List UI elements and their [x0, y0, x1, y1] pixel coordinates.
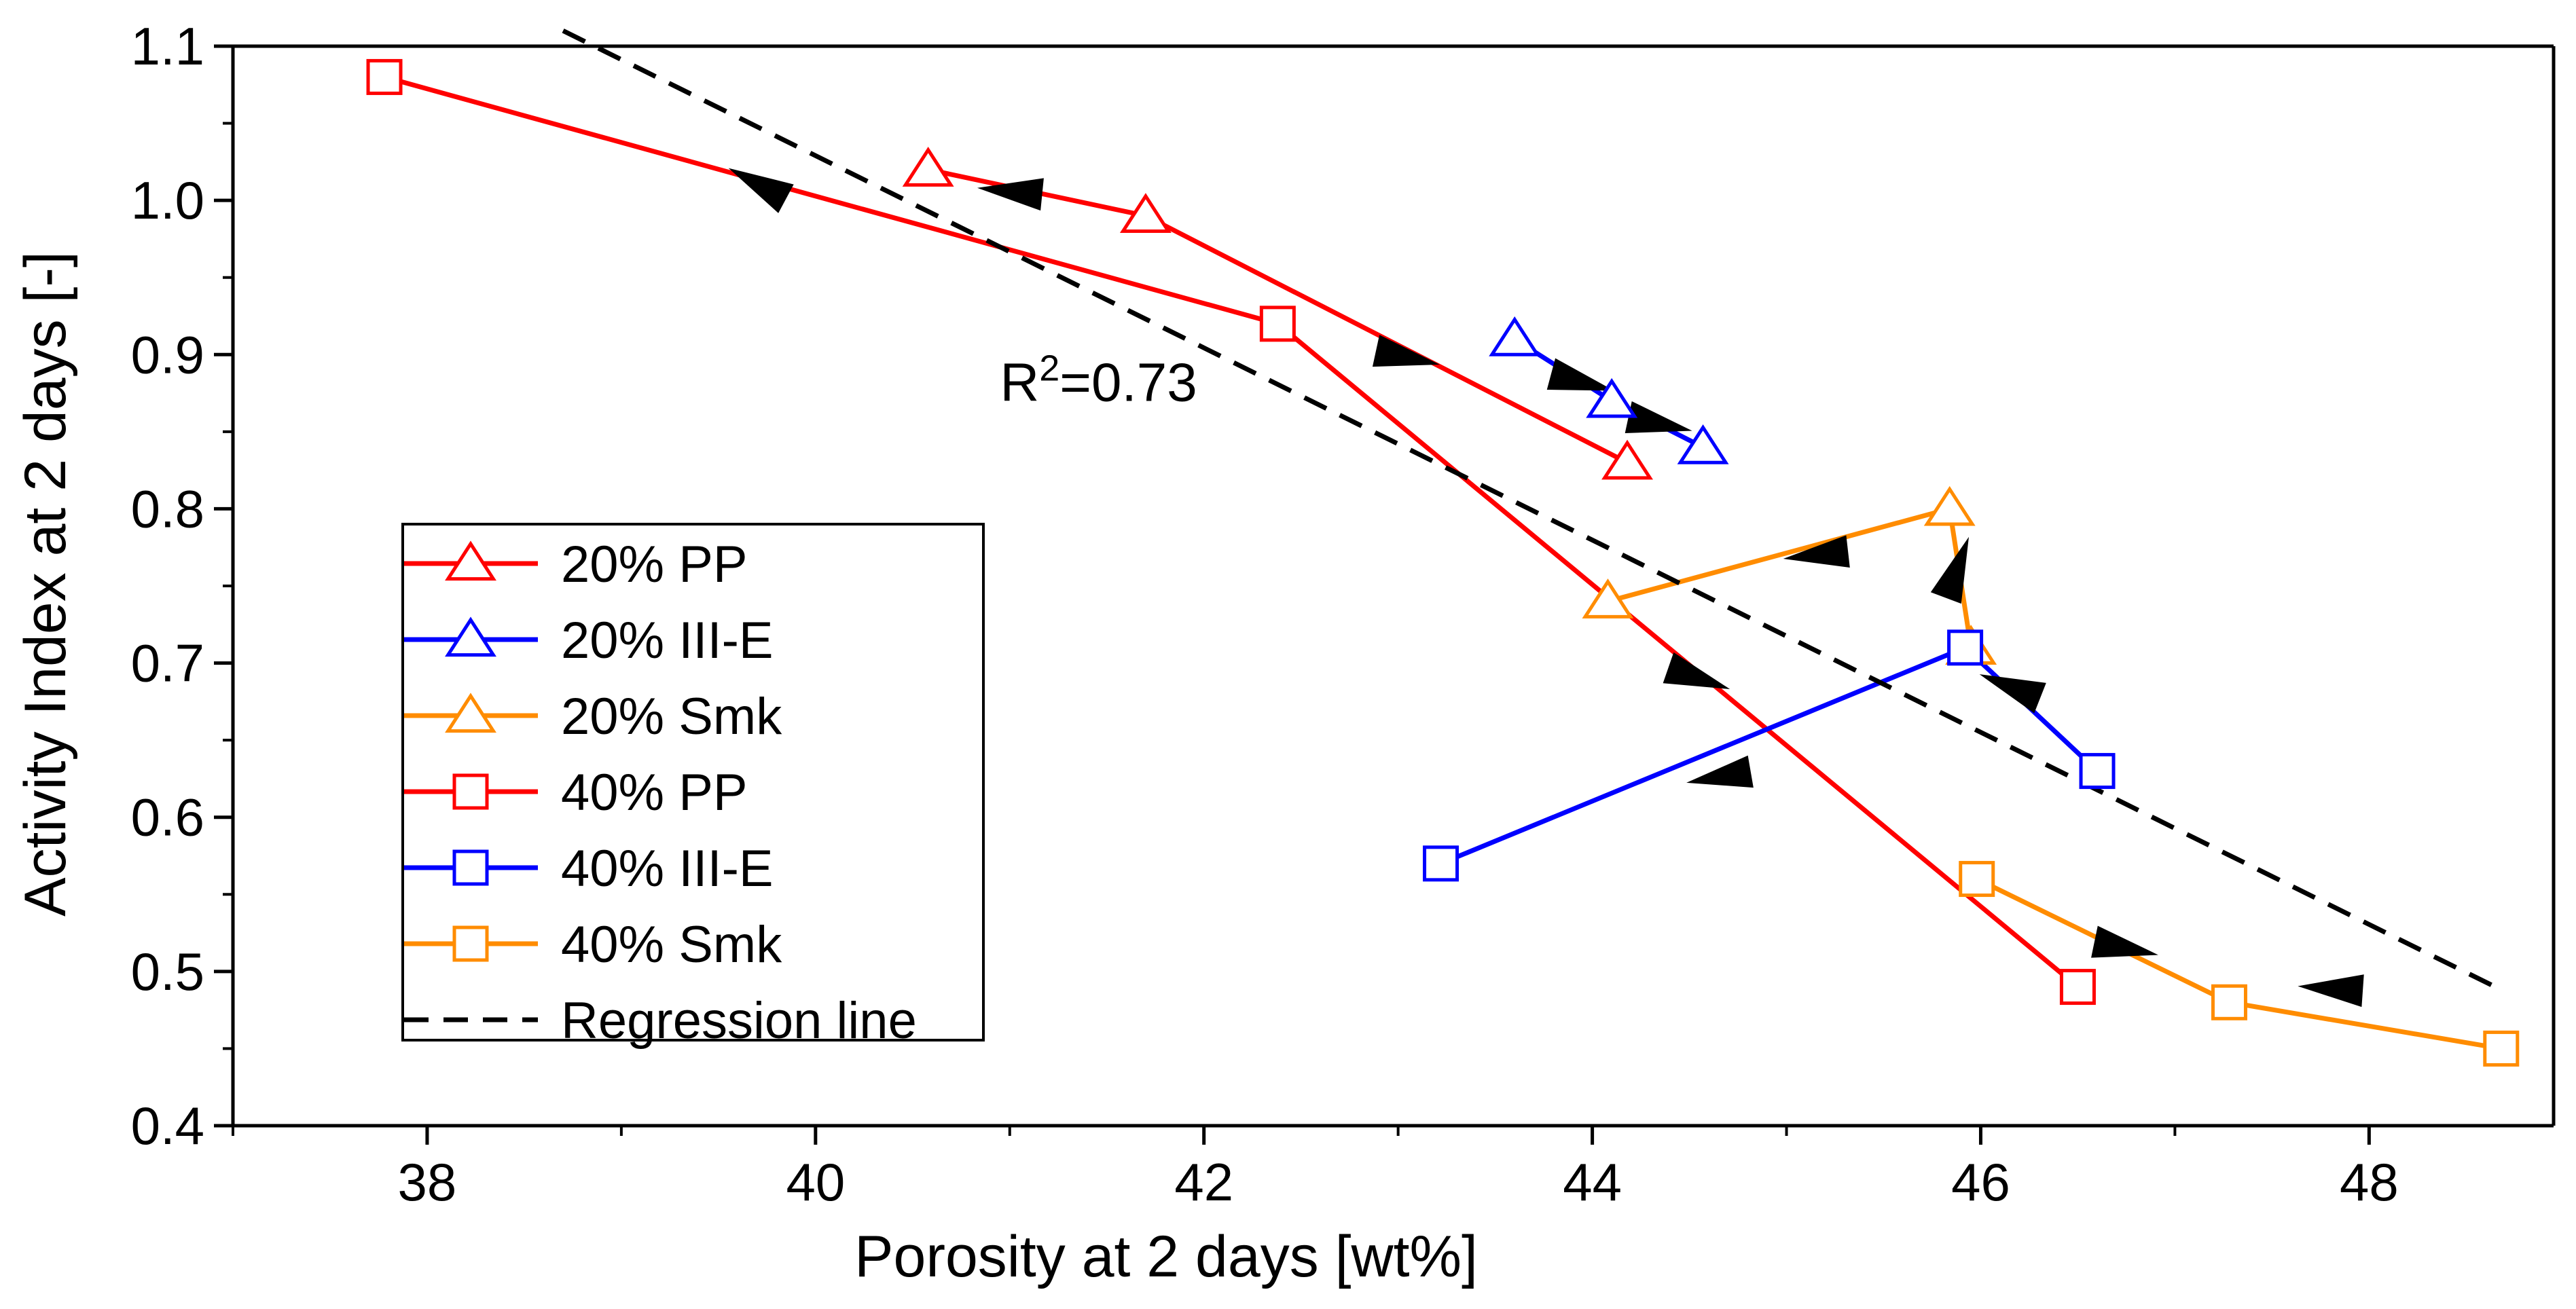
arrow-40pct-smk-10 [2091, 925, 2158, 958]
legend-label-40pct-iii-e: 40% III-E [561, 840, 774, 898]
y-tick-label-4: 0.8 [131, 479, 204, 538]
y-axis-title: Activity Index at 2 days [-] [13, 251, 78, 917]
x-tick-label-48: 48 [2340, 1152, 2399, 1212]
marker-40pct-iii-e-1 [1947, 629, 1984, 666]
arrow-20pct-iii-e-3 [1546, 358, 1614, 391]
legend-marker-20pct-iii-e [445, 616, 496, 657]
y-tick-label-1: 0.5 [131, 942, 204, 1001]
r-squared-value: =0.73 [1059, 352, 1197, 412]
legend-marker-20pct-smk [445, 693, 496, 733]
arrow-40pct-iii-e-8 [1979, 674, 2046, 714]
series-line-regression-line [562, 29, 2497, 989]
legend-marker-40pct-iii-e [452, 849, 489, 886]
legend-label-regression-line: Regression line [561, 992, 917, 1050]
legend-box [401, 523, 985, 1041]
r-squared-superscript: 2 [1039, 348, 1059, 388]
marker-20pct-iii-e-1 [1586, 377, 1638, 418]
r-squared-label: R [1000, 352, 1039, 412]
arrow-40pct-pp-0 [728, 168, 794, 213]
marker-40pct-pp-1 [1259, 306, 1296, 342]
x-axis-title: Porosity at 2 days [wt%] [854, 1224, 1478, 1289]
arrow-20pct-pp-1 [977, 178, 1044, 211]
marker-40pct-iii-e-0 [1423, 845, 1459, 882]
legend-label-40pct-pp: 40% PP [561, 764, 748, 822]
x-tick-label-42: 42 [1174, 1152, 1233, 1212]
arrow-40pct-pp-5 [1663, 652, 1730, 690]
series-line-20pct-smk [1607, 506, 1974, 648]
marker-20pct-smk-0 [1582, 578, 1634, 619]
marker-20pct-iii-e-0 [1489, 316, 1541, 356]
marker-40pct-iii-e-2 [2079, 753, 2116, 790]
marker-20pct-iii-e-2 [1677, 424, 1729, 464]
series-line-40pct-smk [1976, 877, 2502, 1051]
direction-arrows [728, 168, 2364, 1008]
y-tick-label-7: 1.1 [131, 16, 204, 76]
legend: 20% PP 20% III-E 20% Smk 40% PP 40% III-E 40%… [401, 523, 985, 1050]
arrow-40pct-smk-11 [2298, 974, 2364, 1008]
y-tick-label-2: 0.6 [131, 788, 204, 847]
legend-marker-40pct-smk [452, 925, 489, 962]
marker-40pct-pp-0 [366, 58, 403, 95]
legend-marker-40pct-pp [452, 773, 489, 810]
marker-20pct-pp-2 [1601, 439, 1654, 480]
marker-20pct-pp-1 [1119, 193, 1172, 233]
legend-label-20pct-smk: 20% Smk [561, 688, 782, 745]
x-tick-label-46: 46 [1951, 1152, 2010, 1212]
legend-marker-20pct-pp [445, 540, 496, 581]
y-tick-label-5: 0.9 [131, 325, 204, 384]
x-tick-label-38: 38 [398, 1152, 457, 1212]
marker-40pct-smk-1 [2211, 984, 2247, 1020]
marker-20pct-pp-0 [902, 147, 954, 187]
series-markers [366, 58, 2520, 1067]
marker-40pct-smk-2 [2483, 1030, 2520, 1067]
legend-label-20pct-iii-e: 20% III-E [561, 612, 774, 669]
legend-label-40pct-smk: 40% Smk [561, 916, 782, 974]
arrow-40pct-iii-e-9 [1686, 755, 1754, 788]
y-tick-label-0: 0.4 [131, 1096, 204, 1156]
r-squared-annotation: R2=0.73 [1000, 348, 1197, 412]
x-tick-label-40: 40 [786, 1152, 845, 1212]
arrow-20pct-iii-e-4 [1625, 401, 1692, 433]
legend-label-20pct-pp: 20% PP [561, 536, 748, 593]
arrow-20pct-pp-2 [1372, 335, 1440, 367]
arrow-20pct-smk-7 [1930, 536, 1970, 604]
y-tick-label-6: 1.0 [131, 170, 204, 230]
marker-20pct-smk-1 [1923, 485, 1976, 526]
marker-40pct-smk-0 [1959, 861, 1995, 898]
axes: 38 40 42 44 46 48 0.4 0.5 0.6 0.7 0.8 0.9 1.0 1.1 [131, 16, 2556, 1212]
x-tick-label-44: 44 [1563, 1152, 1622, 1212]
y-tick-label-3: 0.7 [131, 633, 204, 693]
arrow-20pct-smk-6 [1783, 535, 1850, 568]
marker-40pct-pp-2 [2059, 969, 2096, 1006]
